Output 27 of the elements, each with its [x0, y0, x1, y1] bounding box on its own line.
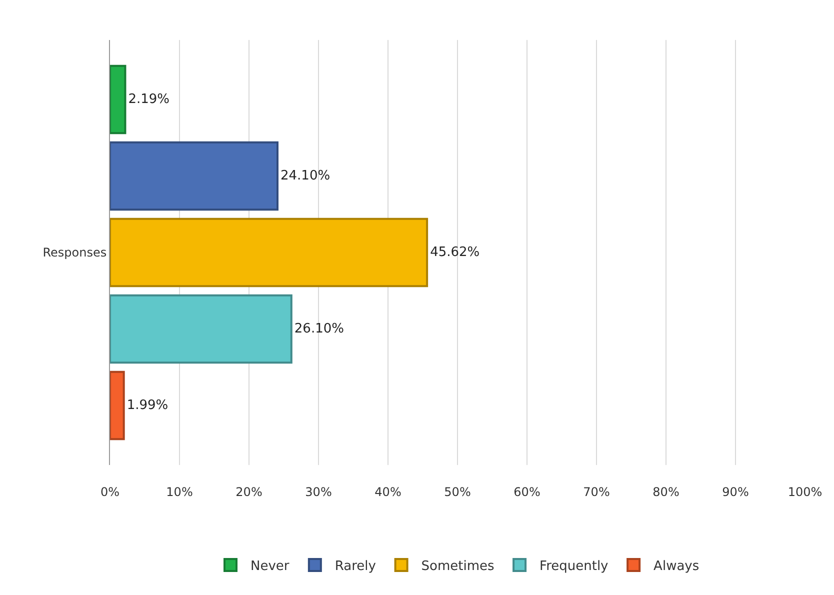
- data-label: 26.10%: [294, 322, 344, 336]
- legend-label: Sometimes: [421, 559, 495, 574]
- data-label: 24.10%: [280, 168, 330, 184]
- x-tick-label: 60%: [514, 485, 540, 499]
- legend-label: Never: [250, 559, 290, 574]
- x-tick-label: 20%: [236, 485, 262, 499]
- x-tick-label: 40%: [374, 485, 402, 499]
- bar: [110, 64, 126, 134]
- bar: [110, 218, 428, 288]
- bar: [110, 370, 125, 440]
- legend-label: Frequently: [540, 559, 609, 574]
- x-tick-label: 50%: [444, 485, 471, 499]
- bar: [110, 294, 292, 364]
- data-label: 2.19%: [128, 92, 170, 107]
- x-tick-label: 10%: [166, 485, 193, 499]
- x-tick-label: 80%: [652, 485, 680, 499]
- legend-label: Always: [654, 559, 700, 574]
- x-tick-label: 100%: [788, 485, 822, 499]
- x-tick-label: 90%: [722, 485, 749, 499]
- x-tick-label: 0%: [100, 485, 120, 499]
- legend-label: Rarely: [334, 559, 376, 574]
- data-label: 1.99%: [126, 398, 168, 413]
- y-tick-label: Responses: [42, 246, 107, 260]
- x-tick-label: 70%: [583, 485, 610, 499]
- x-tick-label: 30%: [305, 485, 332, 499]
- data-label: 45.62%: [430, 245, 480, 260]
- bar: [110, 141, 278, 211]
